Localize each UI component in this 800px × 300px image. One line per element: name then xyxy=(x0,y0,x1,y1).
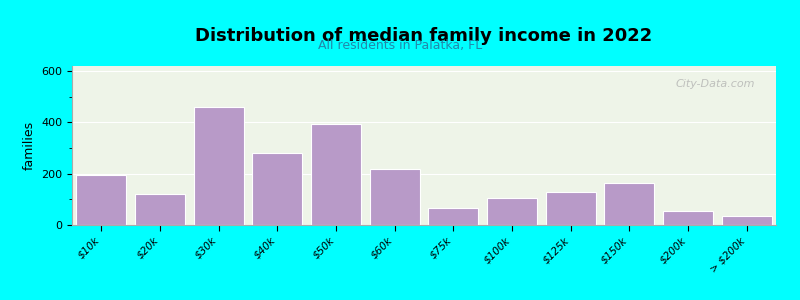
Bar xyxy=(487,198,537,225)
Bar xyxy=(605,183,654,225)
Bar xyxy=(135,194,185,225)
Bar xyxy=(370,169,419,225)
Bar xyxy=(546,192,595,225)
Text: All residents in Palatka, FL: All residents in Palatka, FL xyxy=(318,39,482,52)
Bar xyxy=(194,107,243,225)
Text: City-Data.com: City-Data.com xyxy=(675,79,755,89)
Title: Distribution of median family income in 2022: Distribution of median family income in … xyxy=(195,27,653,45)
Y-axis label: families: families xyxy=(22,121,35,170)
Bar xyxy=(663,211,713,225)
Bar xyxy=(311,124,361,225)
Bar xyxy=(722,216,771,225)
Bar xyxy=(253,153,302,225)
Bar xyxy=(429,208,478,225)
Bar xyxy=(77,175,126,225)
